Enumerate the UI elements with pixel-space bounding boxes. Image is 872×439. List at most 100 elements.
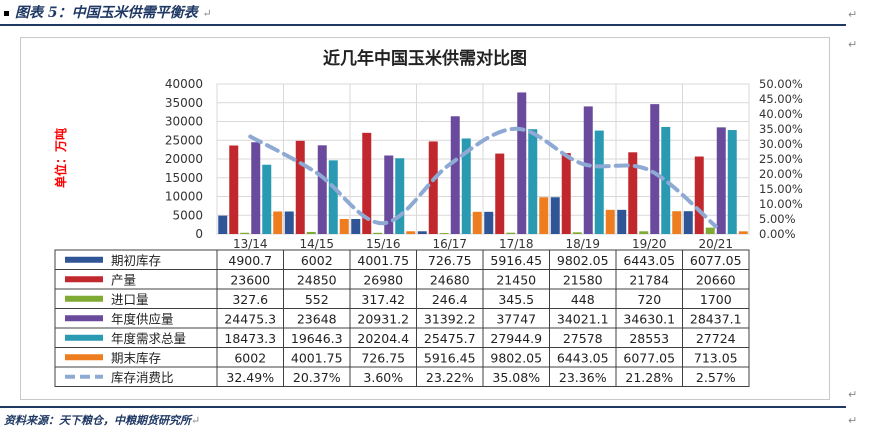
bar-3 [439, 233, 449, 234]
bar-6 [672, 211, 682, 234]
table-cell: 23600 [230, 272, 270, 287]
table-cell: 20204.4 [357, 331, 409, 346]
y2-tick-label: 35.00% [759, 122, 803, 136]
legend-label: 期初库存 [111, 253, 161, 268]
category-label: 15/16 [366, 237, 401, 251]
table-cell: 6443.05 [557, 350, 609, 365]
y-tick-label: 20000 [165, 152, 203, 166]
table-cell: 4900.7 [228, 253, 272, 268]
y-tick-label: 10000 [165, 190, 203, 204]
category-label: 14/15 [299, 237, 334, 251]
y2-tick-label: 20.00% [759, 167, 803, 181]
bottom-rule [0, 406, 846, 408]
ratio-line [248, 126, 718, 229]
bar-3 [306, 231, 316, 234]
table-cell: 713.05 [694, 350, 738, 365]
bar-1 [351, 218, 361, 234]
legend-key [65, 295, 103, 302]
y-tick-label: 25000 [165, 133, 203, 147]
table-cell: 24850 [297, 272, 337, 287]
bar-6 [339, 218, 349, 234]
table-cell: 6077.05 [623, 350, 675, 365]
bar-4 [583, 106, 593, 234]
y-axis-ticks: 0 5000 10000 15000 20000 25000 30000 35000 40000 [165, 77, 203, 241]
table-cell: 23648 [297, 311, 337, 326]
bar-5 [661, 126, 671, 234]
y-tick-label: 35000 [165, 96, 203, 110]
bar-5 [262, 164, 272, 234]
paragraph-mark-icon: ↵ [202, 7, 212, 20]
table-cell: 345.5 [498, 292, 534, 307]
bar-6 [605, 209, 615, 234]
table-cell: 26980 [363, 272, 403, 287]
table-cell: 23.22% [426, 370, 474, 385]
table-cell: 27578 [563, 331, 603, 346]
bar-4 [251, 142, 261, 234]
table-cell: 20660 [696, 272, 736, 287]
y2-tick-label: 30.00% [759, 137, 803, 151]
table-cell: 4001.75 [291, 350, 343, 365]
paragraph-mark-icon: ↵ [848, 8, 858, 21]
ratio-line-path [248, 126, 718, 229]
table-cell: 720 [637, 292, 661, 307]
y-tick-label: 40000 [165, 77, 203, 91]
chart-svg: 近几年中国玉米供需对比图 单位：万吨 0 5000 10000 15000 20000 2… [53, 48, 803, 387]
bar-6 [472, 211, 482, 234]
table-cell: 3.60% [363, 370, 403, 385]
bar-2 [694, 156, 704, 234]
paragraph-mark-icon: ↵ [848, 388, 858, 401]
y-tick-label: 0 [195, 227, 203, 241]
y2-tick-label: 5.00% [759, 212, 796, 226]
bar-1 [617, 209, 627, 234]
legend-key [65, 276, 103, 283]
bar-5 [395, 158, 405, 234]
y2-tick-label: 0.00% [759, 227, 796, 241]
y2-axis-ticks: 0.00%5.00%10.00%15.00%20.00%25.00%30.00%… [759, 77, 803, 241]
data-table: 期初库存 4900.7 6002 4001.75 726.75 5916.45 9802.0… [54, 249, 750, 387]
bar-6 [539, 197, 549, 234]
table-cell: 35.08% [492, 370, 540, 385]
paragraph-mark-icon: ↵ [848, 38, 858, 51]
category-label: 19/20 [632, 237, 667, 251]
table-cell: 6443.05 [623, 253, 675, 268]
paragraph-mark-icon: ↵ [191, 414, 201, 427]
figure-title-text: 图表 5：中国玉米供需平衡表 [15, 5, 198, 21]
bar-1 [683, 211, 693, 234]
table-cell: 27724 [696, 331, 736, 346]
bar-3 [639, 231, 649, 234]
bar-3 [572, 232, 582, 234]
top-rule [0, 24, 846, 26]
bar-2 [229, 145, 239, 234]
bar-2 [362, 132, 372, 234]
bar-1 [218, 215, 228, 234]
table-cell: 34630.1 [623, 311, 675, 326]
legend-key [65, 334, 103, 341]
table-cell: 21450 [496, 272, 536, 287]
bar-2 [495, 153, 505, 234]
table-cell: 21784 [629, 272, 669, 287]
table-cell: 5916.45 [424, 350, 476, 365]
table-cell: 2.57% [696, 370, 736, 385]
legend-label: 年度需求总量 [111, 331, 186, 346]
table-cell: 18473.3 [224, 331, 276, 346]
bar-4 [450, 116, 460, 234]
table-cell: 25475.7 [424, 331, 476, 346]
bar-2 [295, 140, 305, 234]
table-cell: 32.49% [226, 370, 274, 385]
category-label: 17/18 [499, 237, 534, 251]
table-cell: 20.37% [293, 370, 341, 385]
table-cell: 1700 [700, 292, 732, 307]
legend-key [65, 315, 103, 322]
bar-1 [550, 197, 560, 234]
paragraph-mark-icon: ↵ [848, 414, 858, 427]
source-note: 资料来源：天下粮仓，中粮期货研究所↵ [4, 412, 200, 428]
legend-key [65, 354, 103, 361]
table-cell: 19646.3 [291, 331, 343, 346]
table-cell: 31392.2 [424, 311, 476, 326]
bar-6 [406, 231, 416, 234]
table-cell: 9802.05 [557, 253, 609, 268]
table-cell: 448 [571, 292, 595, 307]
bars: 13/14 14/15 15/16 16/17 17/18 18/19 19/20 20/21 [218, 92, 748, 251]
bar-1 [484, 211, 494, 234]
table-cell: 6002 [234, 350, 266, 365]
